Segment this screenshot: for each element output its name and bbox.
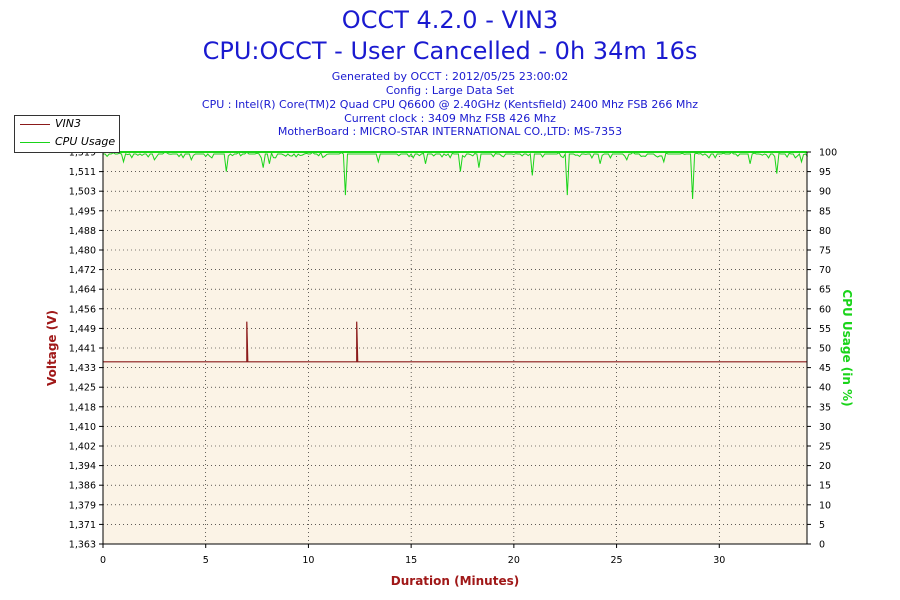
legend-swatch-cpu-usage: [20, 142, 50, 143]
y-tick-label: 1,488: [69, 226, 96, 237]
y2-tick-label: 25: [819, 442, 831, 453]
chart-title: OCCT 4.2.0 - VIN3: [341, 6, 559, 34]
x-tick-label: 5: [203, 555, 209, 566]
x-axis-label: Duration (Minutes): [391, 574, 519, 588]
y-tick-label: 1,363: [69, 540, 96, 551]
info-clock: Current clock : 3409 Mhz FSB 426 Mhz: [344, 112, 556, 125]
y2-tick-label: 20: [819, 461, 831, 472]
y-tick-label: 1,449: [69, 324, 96, 335]
legend-item-vin3: VIN3: [15, 116, 119, 133]
info-motherboard: MotherBoard : MICRO-STAR INTERNATIONAL C…: [277, 125, 623, 138]
y2-tick-label: 65: [819, 285, 831, 296]
y2-tick-label: 45: [819, 363, 831, 374]
legend-item-cpu-usage: CPU Usage: [15, 134, 119, 151]
x-tick-label: 10: [302, 555, 314, 566]
x-tick-label: 15: [405, 555, 417, 566]
y-tick-label: 1,495: [69, 206, 96, 217]
y2-tick-label: 40: [819, 383, 831, 394]
x-tick-label: 20: [508, 555, 520, 566]
y2-tick-label: 80: [819, 226, 831, 237]
y-tick-label: 1,456: [69, 304, 96, 315]
x-tick-label: 0: [100, 555, 106, 566]
legend-label-cpu-usage: CPU Usage: [55, 135, 116, 148]
y-tick-label: 1,503: [69, 187, 96, 198]
y-tick-label: 1,386: [69, 481, 96, 492]
y-tick-label: 1,519: [69, 148, 96, 159]
y2-tick-label: 5: [819, 520, 825, 531]
y-tick-label: 1,379: [69, 500, 96, 511]
y-tick-label: 1,402: [69, 442, 96, 453]
y-tick-label: 1,410: [69, 422, 96, 433]
y2-tick-label: 100: [819, 148, 837, 159]
y-tick-label: 1,480: [69, 246, 96, 257]
y-tick-label: 1,464: [69, 285, 96, 296]
y-tick-label: 1,511: [69, 167, 96, 178]
y-tick-label: 1,371: [69, 520, 96, 531]
info-config: Config : Large Data Set: [385, 84, 515, 97]
y2-tick-label: 85: [819, 206, 831, 217]
legend-label-vin3: VIN3: [55, 117, 81, 130]
y-tick-label: 1,418: [69, 402, 96, 413]
y2-tick-label: 70: [819, 265, 831, 276]
y2-tick-label: 60: [819, 304, 831, 315]
series-cpu-usage: [103, 151, 808, 200]
y-tick-label: 1,425: [69, 383, 96, 394]
y2-tick-label: 35: [819, 402, 831, 413]
y2-tick-label: 90: [819, 187, 831, 198]
series-vin3: [103, 321, 807, 363]
x-tick-label: 30: [713, 555, 725, 566]
y-axis-label: Voltage (V): [45, 310, 59, 386]
y2-tick-label: 15: [819, 481, 831, 492]
chart-subtitle: CPU:OCCT - User Cancelled - 0h 34m 16s: [202, 37, 698, 65]
legend: VIN3 CPU Usage: [14, 115, 120, 153]
y2-tick-label: 75: [819, 246, 831, 257]
y-tick-label: 1,441: [69, 344, 96, 355]
y2-tick-label: 30: [819, 422, 831, 433]
y-tick-label: 1,433: [69, 363, 96, 374]
y2-axis-label: CPU Usage (in %): [840, 289, 854, 406]
info-cpu: CPU : Intel(R) Core(TM)2 Quad CPU Q6600 …: [201, 98, 699, 111]
y2-tick-label: 55: [819, 324, 831, 335]
x-tick-label: 25: [611, 555, 623, 566]
info-generated: Generated by OCCT : 2012/05/25 23:00:02: [331, 70, 569, 83]
y2-tick-label: 50: [819, 344, 831, 355]
y-tick-label: 1,472: [69, 265, 96, 276]
y2-tick-label: 95: [819, 167, 831, 178]
legend-swatch-vin3: [20, 124, 50, 125]
y-tick-label: 1,394: [69, 461, 96, 472]
y2-tick-label: 10: [819, 500, 831, 511]
y2-tick-label: 0: [819, 540, 825, 551]
